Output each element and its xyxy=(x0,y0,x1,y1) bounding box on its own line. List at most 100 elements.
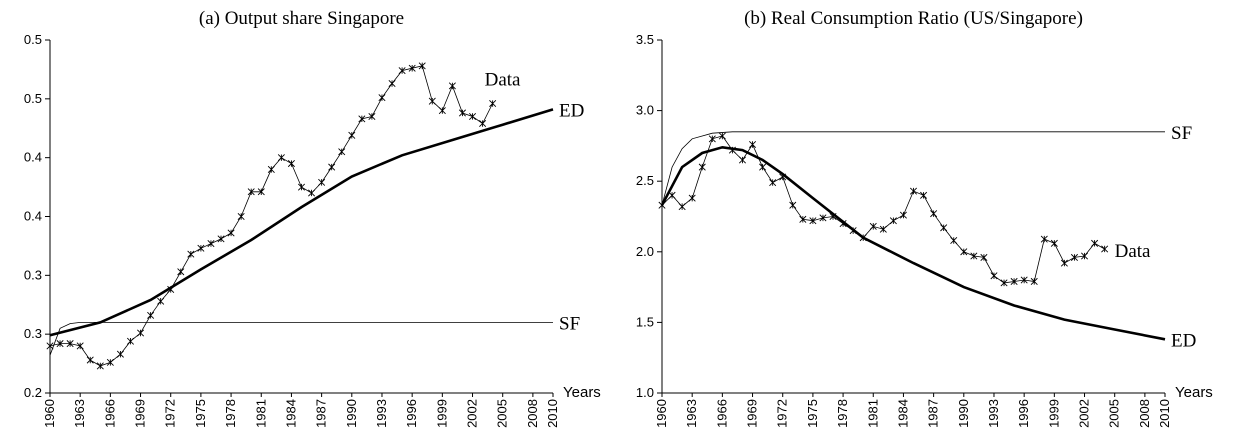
data-point xyxy=(46,342,54,350)
data-point xyxy=(247,188,255,196)
data-point xyxy=(1050,239,1058,247)
data-point xyxy=(809,217,817,225)
data-point xyxy=(106,358,114,366)
data-point xyxy=(688,194,696,202)
data-point xyxy=(76,342,84,350)
x-tick-label: 2005 xyxy=(1107,399,1122,428)
x-tick-label: 2008 xyxy=(1137,399,1152,428)
data-point xyxy=(66,340,74,348)
x-tick-label: 2005 xyxy=(495,399,510,428)
x-tick-label: 2008 xyxy=(525,399,540,428)
x-tick-label: 2002 xyxy=(1077,399,1092,428)
data-point xyxy=(769,179,777,187)
data-point xyxy=(749,140,757,149)
x-tick-label: 2010 xyxy=(545,399,560,428)
data-point xyxy=(990,272,998,280)
data-point xyxy=(378,94,386,102)
data-point xyxy=(157,297,165,305)
series-line xyxy=(661,131,1165,206)
data-point xyxy=(96,362,104,370)
y-tick-label: 3.5 xyxy=(636,32,654,47)
x-tick-label: 1984 xyxy=(895,399,910,428)
data-point xyxy=(940,224,948,232)
data-point xyxy=(408,64,416,72)
data-point xyxy=(899,211,907,219)
data-point xyxy=(1060,259,1068,267)
data-point xyxy=(137,329,145,337)
x-tick-label: 1999 xyxy=(1046,399,1061,428)
x-tick-label: 1966 xyxy=(714,399,729,428)
data-point xyxy=(889,217,897,225)
series-label: Data xyxy=(1115,241,1151,262)
data-point xyxy=(358,115,366,123)
series-line xyxy=(661,135,1105,284)
y-tick-label: 0.2 xyxy=(24,385,42,400)
series-label: Data xyxy=(485,70,521,91)
data-point xyxy=(368,112,376,121)
data-point xyxy=(1000,279,1008,287)
data-point xyxy=(338,148,346,156)
y-tick-label: 0.3 xyxy=(24,267,42,282)
x-tick-label: 1963 xyxy=(72,399,87,428)
y-tick-label: 2.0 xyxy=(636,244,654,259)
x-tick-label: 1978 xyxy=(223,399,238,428)
series-line xyxy=(49,108,554,337)
x-tick-label: 2002 xyxy=(465,399,480,428)
data-point xyxy=(418,62,426,70)
x-tick-label: 1987 xyxy=(926,399,941,428)
data-point xyxy=(678,203,686,211)
x-tick-label: 1990 xyxy=(344,399,359,428)
data-point xyxy=(318,178,326,186)
x-tick-label: 1981 xyxy=(865,399,880,428)
data-point xyxy=(869,222,877,230)
x-tick-label: 1996 xyxy=(1016,399,1031,428)
data-point xyxy=(86,356,94,364)
data-point xyxy=(257,188,265,196)
series-label: ED xyxy=(1171,330,1196,351)
data-point xyxy=(469,112,477,121)
data-point xyxy=(287,160,295,168)
x-tick-label: 1960 xyxy=(654,399,669,428)
chart-title: (a) Output share Singapore xyxy=(199,8,404,29)
data-point xyxy=(1070,253,1078,261)
data-point xyxy=(960,248,968,256)
data-point xyxy=(668,191,676,199)
data-point xyxy=(56,340,64,348)
data-point xyxy=(819,214,827,222)
data-point xyxy=(197,244,205,252)
y-tick-label: 0.3 xyxy=(24,326,42,341)
data-point xyxy=(308,189,316,197)
y-tick-label: 1.5 xyxy=(636,314,654,329)
data-point xyxy=(1101,245,1109,253)
x-axis-label: Years xyxy=(563,384,601,401)
data-point xyxy=(267,165,275,173)
x-tick-label: 1972 xyxy=(775,399,790,428)
y-tick-label: 0.5 xyxy=(24,32,42,47)
series-line xyxy=(660,145,1166,341)
data-point xyxy=(759,163,767,171)
data-point xyxy=(428,97,436,105)
data-point xyxy=(479,120,487,128)
data-point xyxy=(799,215,807,223)
data-point xyxy=(1020,276,1028,284)
x-tick-label: 1996 xyxy=(404,399,419,428)
series-label: ED xyxy=(559,100,584,121)
x-tick-label: 2010 xyxy=(1157,399,1172,428)
data-point xyxy=(116,350,124,358)
series-label: SF xyxy=(1171,123,1192,144)
x-tick-label: 1975 xyxy=(805,399,820,428)
data-point xyxy=(789,201,797,209)
data-point xyxy=(388,80,396,88)
data-point xyxy=(708,135,716,143)
data-point xyxy=(970,252,978,260)
data-point xyxy=(920,191,928,199)
data-point xyxy=(227,229,235,237)
x-tick-label: 1978 xyxy=(835,399,850,428)
data-point xyxy=(930,210,938,218)
series-line xyxy=(49,322,553,356)
x-tick-label: 1987 xyxy=(314,399,329,428)
y-tick-label: 3.0 xyxy=(636,103,654,118)
x-tick-label: 1993 xyxy=(374,399,389,428)
x-tick-label: 1972 xyxy=(163,399,178,428)
